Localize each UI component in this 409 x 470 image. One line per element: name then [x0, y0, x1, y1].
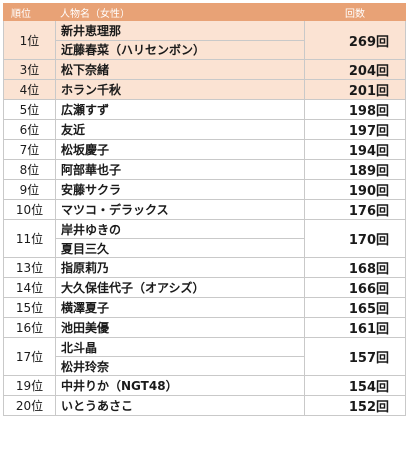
count-cell: 201回	[304, 79, 406, 100]
name-cell: 近藤春菜（ハリセンボン）	[55, 39, 305, 60]
table-row: 8位 阿部華也子 189回	[3, 159, 406, 180]
count-cell: 166回	[304, 277, 406, 298]
rank-cell: 16位	[3, 317, 56, 338]
count-cell: 157回	[304, 337, 406, 376]
count-column-header: 回数	[304, 3, 406, 21]
table-row: 10位 マツコ・デラックス 176回	[3, 199, 406, 220]
rank-cell: 4位	[3, 79, 56, 100]
name-cell: いとうあさこ	[55, 395, 305, 416]
count-cell: 170回	[304, 219, 406, 258]
rank-cell: 1位	[3, 20, 56, 60]
table-row: 14位 大久保佳代子（オアシズ） 166回	[3, 277, 406, 298]
rank-cell: 5位	[3, 99, 56, 120]
name-cell: 松坂慶子	[55, 139, 305, 160]
count-cell: 269回	[304, 20, 406, 60]
name-cell: 横澤夏子	[55, 297, 305, 318]
rank-cell: 7位	[3, 139, 56, 160]
table-row: 11位 岸井ゆきの 170回	[3, 219, 406, 258]
name-cell: 指原莉乃	[55, 257, 305, 278]
count-cell: 197回	[304, 119, 406, 140]
table-row: 5位 広瀬すず 198回	[3, 99, 406, 120]
rank-cell: 15位	[3, 297, 56, 318]
name-cell: 岸井ゆきの	[55, 219, 305, 239]
header-row: 順位 人物名（女性） 回数	[3, 3, 406, 21]
count-cell: 198回	[304, 99, 406, 120]
table-row: 夏目三久	[4, 238, 406, 258]
name-cell: マツコ・デラックス	[55, 199, 305, 220]
table-row: 13位 指原莉乃 168回	[3, 257, 406, 278]
name-cell: 中井りか（NGT48）	[55, 375, 305, 396]
name-cell: 新井恵理那	[55, 20, 305, 41]
count-cell: 189回	[304, 159, 406, 180]
rank-column-header: 順位	[3, 3, 56, 21]
name-cell: 広瀬すず	[55, 99, 305, 120]
name-cell: 大久保佳代子（オアシズ）	[55, 277, 305, 298]
count-cell: 194回	[304, 139, 406, 160]
name-cell: 阿部華也子	[55, 159, 305, 180]
rank-cell: 8位	[3, 159, 56, 180]
name-cell: 北斗晶	[55, 337, 305, 357]
table-row: 近藤春菜（ハリセンボン）	[4, 39, 406, 60]
table-row: 6位 友近 197回	[3, 119, 406, 140]
table-row: 9位 安藤サクラ 190回	[3, 179, 406, 200]
rank-cell: 19位	[3, 375, 56, 396]
name-cell: 友近	[55, 119, 305, 140]
table-row: 1位 新井恵理那 269回	[3, 20, 406, 60]
table-row: 16位 池田美優 161回	[3, 317, 406, 338]
name-cell: 安藤サクラ	[55, 179, 305, 200]
table-body: 1位 新井恵理那 269回 近藤春菜（ハリセンボン） 3位 松下奈緒 204回 4位 ホラン千秋…	[3, 20, 406, 416]
count-cell: 168回	[304, 257, 406, 278]
rank-cell: 3位	[3, 59, 56, 80]
table-row: 3位 松下奈緒 204回	[3, 59, 406, 80]
rank-cell: 11位	[3, 219, 56, 258]
name-column-header: 人物名（女性）	[55, 3, 305, 21]
count-cell: 165回	[304, 297, 406, 318]
table-row: 19位 中井りか（NGT48） 154回	[3, 375, 406, 396]
table-row: 17位 北斗晶 157回	[3, 337, 406, 376]
count-cell: 176回	[304, 199, 406, 220]
count-cell: 204回	[304, 59, 406, 80]
rank-cell: 6位	[3, 119, 56, 140]
count-cell: 152回	[304, 395, 406, 416]
rank-cell: 13位	[3, 257, 56, 278]
name-cell: 松下奈緒	[55, 59, 305, 80]
count-cell: 190回	[304, 179, 406, 200]
count-cell: 154回	[304, 375, 406, 396]
rank-cell: 9位	[3, 179, 56, 200]
name-cell: 夏目三久	[55, 238, 305, 258]
rank-cell: 10位	[3, 199, 56, 220]
count-cell: 161回	[304, 317, 406, 338]
table-row: 7位 松坂慶子 194回	[3, 139, 406, 160]
rank-cell: 17位	[3, 337, 56, 376]
table-row: 4位 ホラン千秋 201回	[3, 79, 406, 100]
name-cell: 松井玲奈	[55, 356, 305, 376]
ranking-table: 順位 人物名（女性） 回数 1位 新井恵理那 269回 近藤春菜（ハリセンボン） 3位松…	[3, 3, 406, 416]
rank-cell: 14位	[3, 277, 56, 298]
rank-cell: 20位	[3, 395, 56, 416]
table-row: 20位 いとうあさこ 152回	[3, 395, 406, 416]
name-cell: ホラン千秋	[55, 79, 305, 100]
name-cell: 池田美優	[55, 317, 305, 338]
table-row: 15位 横澤夏子 165回	[3, 297, 406, 318]
